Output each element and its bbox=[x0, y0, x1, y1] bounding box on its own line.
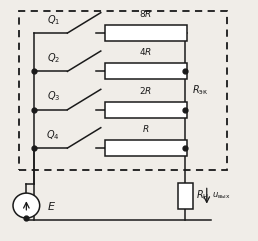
Text: $Q_4$: $Q_4$ bbox=[46, 128, 60, 142]
Bar bbox=[105, 140, 187, 156]
Text: $R_{\rm H}$: $R_{\rm H}$ bbox=[197, 188, 210, 202]
Text: $Q_3$: $Q_3$ bbox=[47, 90, 60, 103]
Text: $E$: $E$ bbox=[47, 200, 57, 212]
Bar bbox=[105, 63, 187, 79]
Bar bbox=[178, 183, 193, 209]
Text: $4R$: $4R$ bbox=[139, 47, 152, 58]
Bar bbox=[105, 25, 187, 41]
Bar bbox=[105, 102, 187, 118]
Text: $u_{\rm вых}$: $u_{\rm вых}$ bbox=[212, 191, 231, 201]
Circle shape bbox=[13, 193, 40, 218]
Text: $Q_1$: $Q_1$ bbox=[47, 13, 60, 27]
Text: $8R$: $8R$ bbox=[139, 8, 152, 19]
Text: $Q_2$: $Q_2$ bbox=[47, 51, 60, 65]
Text: $2R$: $2R$ bbox=[139, 85, 152, 96]
Text: $R_{\rm эк}$: $R_{\rm эк}$ bbox=[192, 84, 208, 97]
Text: $R$: $R$ bbox=[142, 123, 149, 134]
